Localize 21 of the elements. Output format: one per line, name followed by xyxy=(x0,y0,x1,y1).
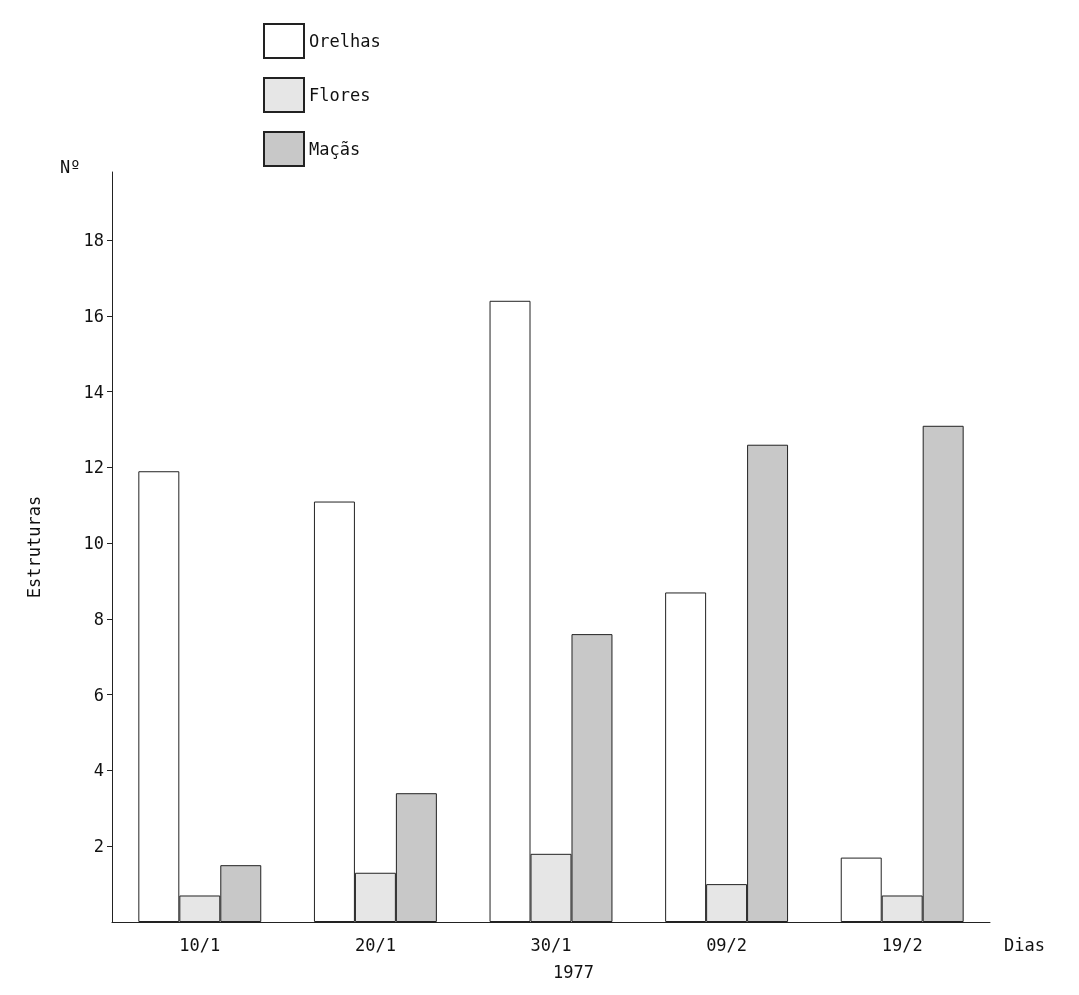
y-tick-label: 4 xyxy=(93,760,104,781)
x-tick-label: 20/1 xyxy=(354,934,396,955)
x-tick-label: 10/1 xyxy=(179,934,221,955)
legend-label: Maçãs xyxy=(309,139,361,159)
x-axis-title: Dias xyxy=(1004,934,1045,955)
y-tick-label: 6 xyxy=(93,684,104,705)
text: 1977 xyxy=(553,961,594,982)
y-tick-label: 14 xyxy=(83,381,104,402)
text: Nº xyxy=(60,156,81,177)
y-tick-label: 8 xyxy=(93,608,104,629)
y-tick-label: 10 xyxy=(83,533,104,554)
y-tick-label: 16 xyxy=(83,305,104,326)
x-tick-label: 30/1 xyxy=(530,934,572,955)
x-tick-label: 19/2 xyxy=(881,934,923,955)
y-axis-title: Estruturas xyxy=(23,495,44,599)
y-tick-label: 18 xyxy=(83,230,104,251)
y-tick-label: 12 xyxy=(83,457,104,478)
x-tick-label: 09/2 xyxy=(706,934,748,955)
legend-label: Flores xyxy=(309,85,371,105)
legend-label: Orelhas xyxy=(309,31,381,51)
y-tick-label: 2 xyxy=(93,836,104,857)
